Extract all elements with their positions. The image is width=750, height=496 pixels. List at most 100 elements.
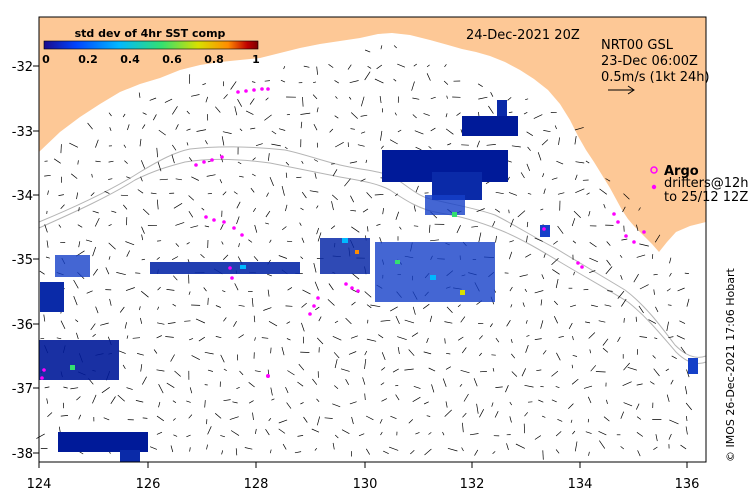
current-vector xyxy=(172,106,178,115)
current-vector xyxy=(140,317,143,324)
current-vector xyxy=(284,146,288,150)
current-vector xyxy=(223,399,231,402)
current-vector xyxy=(655,306,659,313)
current-vector xyxy=(534,338,542,340)
current-vector xyxy=(330,225,336,230)
current-vector xyxy=(334,385,339,390)
current-vector xyxy=(270,387,273,396)
x-tick-label: 130 xyxy=(353,477,378,492)
current-vector xyxy=(294,451,302,454)
current-vector xyxy=(73,279,79,289)
current-vector xyxy=(572,430,576,435)
sst-speckle xyxy=(342,238,348,243)
current-vector xyxy=(639,284,649,290)
current-vector xyxy=(413,225,419,227)
current-vector xyxy=(316,398,320,402)
current-vector xyxy=(186,400,191,403)
drifter-dot xyxy=(312,304,316,308)
current-vector xyxy=(605,178,611,182)
current-vector xyxy=(108,112,112,117)
current-vector xyxy=(87,122,93,130)
current-vector xyxy=(223,368,227,371)
current-vector xyxy=(390,415,397,420)
current-vector xyxy=(511,371,518,377)
current-vector xyxy=(282,443,287,450)
current-vector xyxy=(127,124,130,131)
current-vector xyxy=(220,354,225,363)
current-vector xyxy=(69,142,79,148)
sst-patch xyxy=(462,116,518,136)
current-vector xyxy=(159,178,168,181)
current-vector xyxy=(186,242,190,245)
current-vector xyxy=(135,400,144,403)
current-vector xyxy=(280,79,286,83)
current-vector xyxy=(222,290,226,293)
current-vector xyxy=(139,306,141,311)
drifter-dot xyxy=(244,89,248,93)
current-vector xyxy=(686,298,690,307)
current-vector xyxy=(526,221,529,228)
current-vector xyxy=(125,241,135,246)
drifter-dot xyxy=(212,218,216,222)
current-vector xyxy=(620,446,625,450)
product-line3: 0.5m/s (1kt 24h) xyxy=(601,70,710,85)
product-info: NRT00 GSL 23-Dec 06:00Z 0.5m/s (1kt 24h) xyxy=(601,38,710,95)
drifter-dot xyxy=(651,184,657,190)
drifter-dot xyxy=(228,266,232,270)
plot-frame xyxy=(38,16,707,463)
current-vector xyxy=(140,160,146,169)
current-vector xyxy=(191,176,199,181)
current-vector xyxy=(141,226,145,234)
current-vector xyxy=(598,430,607,436)
current-vector xyxy=(415,146,422,151)
current-vector xyxy=(543,130,551,133)
drifter-dot xyxy=(194,163,198,167)
current-vector xyxy=(605,266,613,275)
current-vector xyxy=(430,96,436,100)
current-vector xyxy=(137,189,144,194)
current-vector xyxy=(540,208,544,211)
current-vector xyxy=(297,381,304,387)
map-date: 24-Dec-2021 20Z xyxy=(466,28,580,43)
current-vector xyxy=(92,394,97,404)
current-vector xyxy=(366,338,377,342)
current-vector xyxy=(637,450,641,457)
current-vector xyxy=(91,173,93,178)
current-vector xyxy=(534,290,544,294)
current-vector xyxy=(245,110,254,115)
current-vector xyxy=(540,320,544,329)
current-vector xyxy=(381,398,388,402)
current-vector xyxy=(334,80,339,84)
x-tick-label: 132 xyxy=(460,477,485,492)
current-vector xyxy=(471,225,479,228)
current-vector xyxy=(428,146,432,149)
current-vector xyxy=(60,204,65,209)
current-vector xyxy=(287,287,293,291)
current-vector xyxy=(408,419,414,424)
current-vector xyxy=(76,192,79,200)
current-vector xyxy=(508,251,513,260)
current-vector xyxy=(382,208,384,215)
sst-patch xyxy=(39,340,119,380)
sst-speckle xyxy=(430,275,436,280)
current-vector xyxy=(621,238,628,241)
current-vector xyxy=(316,227,320,235)
current-vector xyxy=(380,130,383,141)
current-vector xyxy=(189,387,193,394)
current-vector xyxy=(676,335,685,340)
sst-speckle xyxy=(460,290,465,295)
drifter-dot xyxy=(236,90,240,94)
current-vector xyxy=(428,432,432,435)
current-vector xyxy=(595,371,606,373)
current-vector xyxy=(186,110,190,115)
current-vector xyxy=(456,112,461,116)
current-vector xyxy=(599,440,606,449)
current-vector xyxy=(476,208,485,213)
current-vector xyxy=(251,81,256,83)
current-vector xyxy=(248,400,254,404)
current-vector xyxy=(248,382,255,388)
current-vector xyxy=(44,386,50,389)
current-vector xyxy=(156,369,165,372)
current-vector xyxy=(333,352,340,359)
current-vector xyxy=(156,147,158,158)
